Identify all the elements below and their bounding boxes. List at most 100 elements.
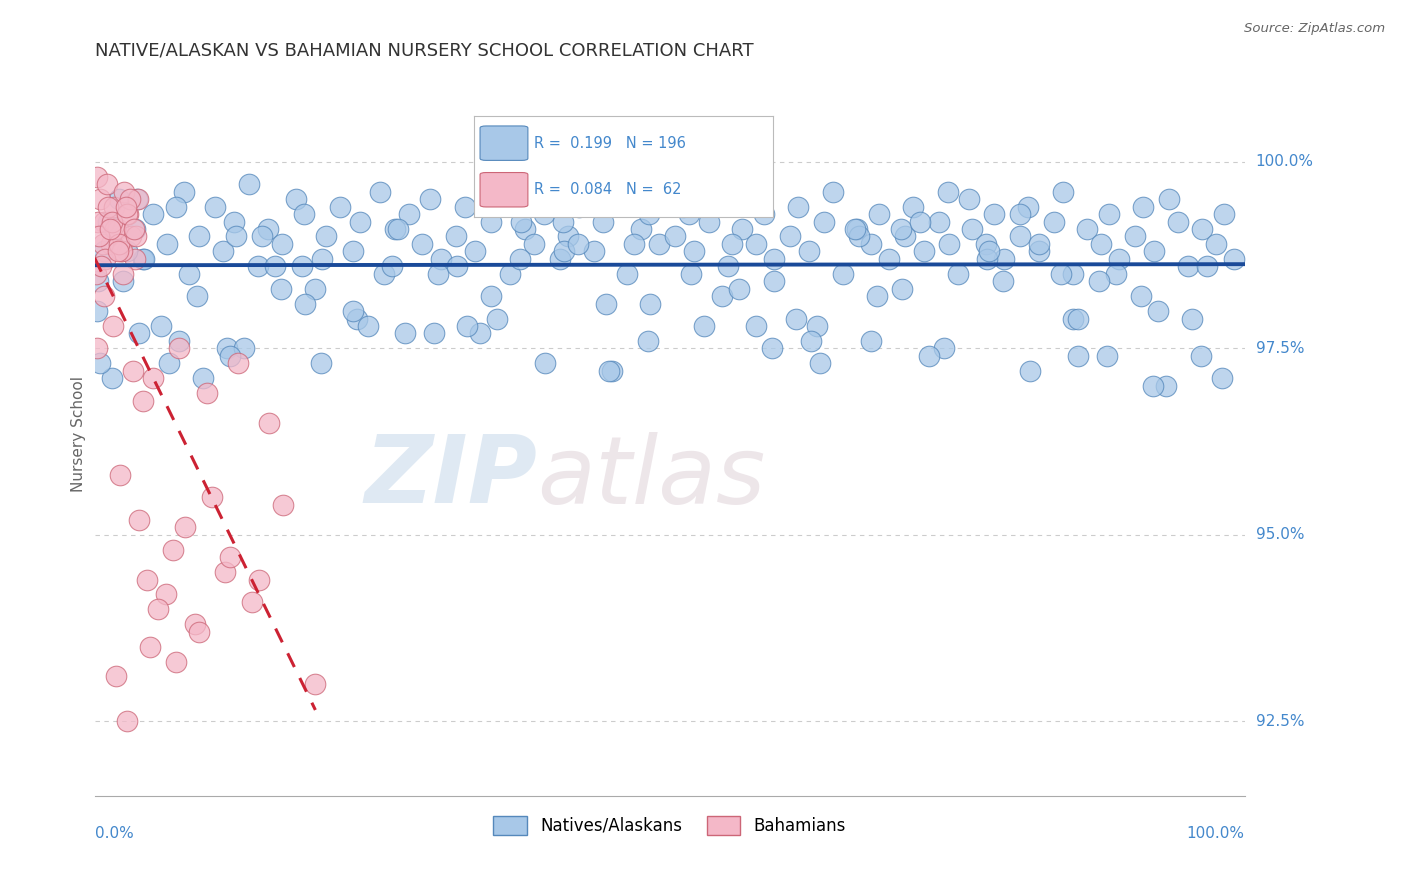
Point <box>257 222 280 236</box>
Point <box>292 207 315 221</box>
Point <box>499 267 522 281</box>
Point <box>551 214 574 228</box>
Point <box>711 289 734 303</box>
Point <box>779 229 801 244</box>
Point <box>429 252 451 266</box>
Point <box>357 318 380 333</box>
Point <box>910 214 932 228</box>
Point <box>890 282 912 296</box>
Point <box>1142 378 1164 392</box>
Point <box>808 356 831 370</box>
Point <box>423 326 446 341</box>
Point <box>693 318 716 333</box>
Point <box>1098 207 1121 221</box>
Point <box>682 244 704 259</box>
Point <box>479 214 502 228</box>
Point <box>672 200 695 214</box>
Point <box>468 326 491 341</box>
Point <box>623 236 645 251</box>
Point <box>983 207 1005 221</box>
Point <box>162 542 184 557</box>
Point <box>222 214 245 228</box>
Point <box>717 260 740 274</box>
Point <box>513 222 536 236</box>
Point <box>120 192 142 206</box>
Point <box>1211 371 1233 385</box>
Point <box>183 617 205 632</box>
Point <box>294 296 316 310</box>
Point <box>948 267 970 281</box>
Text: Source: ZipAtlas.com: Source: ZipAtlas.com <box>1244 22 1385 36</box>
Point <box>1167 214 1189 228</box>
Text: ZIP: ZIP <box>364 432 537 524</box>
Point <box>859 334 882 348</box>
Point <box>976 252 998 266</box>
Point <box>993 252 1015 266</box>
Point <box>132 252 155 266</box>
Point <box>1067 349 1090 363</box>
Point <box>167 334 190 348</box>
Point <box>89 192 111 206</box>
Point <box>156 236 179 251</box>
Legend: Natives/Alaskans, Bahamians: Natives/Alaskans, Bahamians <box>486 809 852 842</box>
Point <box>1156 378 1178 392</box>
Point <box>1090 236 1112 251</box>
Point <box>270 282 292 296</box>
Point <box>598 364 620 378</box>
Point <box>918 349 941 363</box>
Point <box>87 274 110 288</box>
Point <box>90 260 112 274</box>
Point <box>800 334 823 348</box>
Point <box>284 192 307 206</box>
Point <box>697 214 720 228</box>
Point <box>1205 236 1227 251</box>
Point <box>582 244 605 259</box>
Point <box>342 304 364 318</box>
Point <box>1076 222 1098 236</box>
Point <box>681 267 703 281</box>
Point <box>877 252 900 266</box>
Point <box>454 200 477 214</box>
Point <box>219 550 242 565</box>
Point <box>1132 200 1154 214</box>
Point <box>304 677 326 691</box>
Point <box>252 229 274 244</box>
Point <box>745 236 768 251</box>
Point <box>127 192 149 206</box>
Point <box>238 178 260 192</box>
Point <box>105 669 128 683</box>
Point <box>637 334 659 348</box>
Point <box>157 356 180 370</box>
Point <box>752 207 775 221</box>
Point <box>107 192 129 206</box>
Point <box>1105 267 1128 281</box>
Point <box>290 260 312 274</box>
Point <box>553 244 575 259</box>
Point <box>1143 244 1166 259</box>
Point <box>479 289 502 303</box>
Point <box>87 214 110 228</box>
Point <box>146 602 169 616</box>
Point <box>1147 304 1170 318</box>
Point <box>101 214 124 228</box>
Point <box>509 252 531 266</box>
Point <box>813 214 835 228</box>
Point <box>124 222 146 236</box>
Point <box>600 364 623 378</box>
Point <box>550 252 572 266</box>
Point <box>114 185 136 199</box>
Point <box>100 236 122 251</box>
Point <box>648 236 671 251</box>
Point <box>936 185 959 199</box>
Point <box>427 267 450 281</box>
Point <box>1191 222 1213 236</box>
Point <box>1062 267 1084 281</box>
Point <box>419 192 441 206</box>
Point <box>1017 200 1039 214</box>
Point <box>107 236 129 251</box>
Point <box>903 200 925 214</box>
Point <box>821 185 844 199</box>
Point <box>523 236 546 251</box>
Point <box>865 289 887 303</box>
Point <box>112 267 135 281</box>
